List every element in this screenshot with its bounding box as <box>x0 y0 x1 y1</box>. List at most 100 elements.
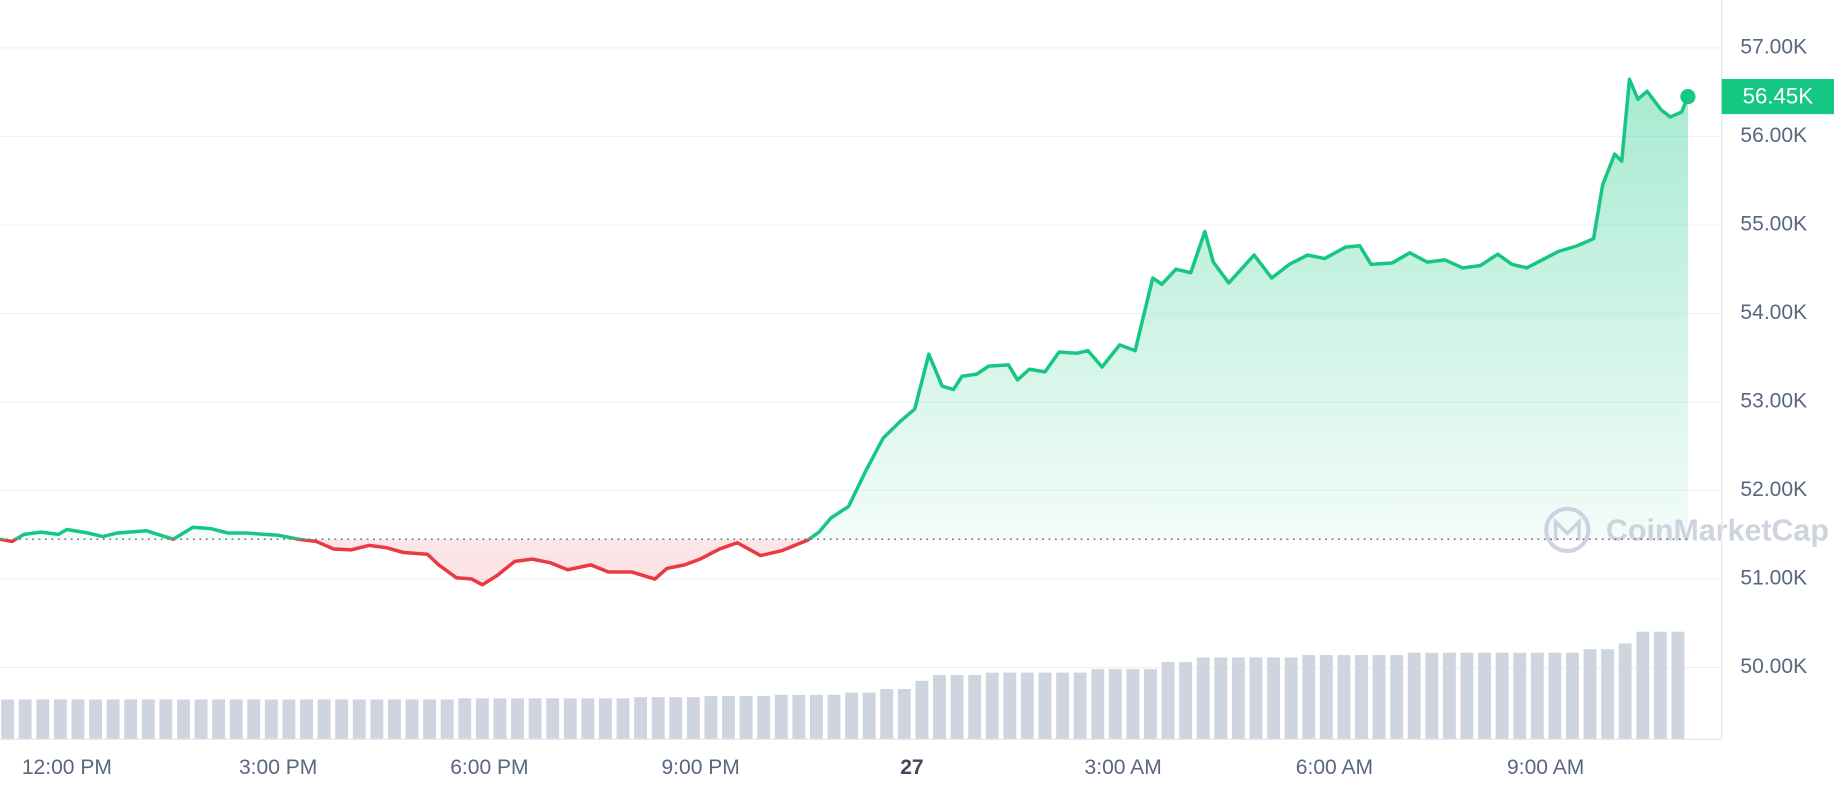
area-down <box>0 539 1688 585</box>
volume-bar <box>1302 655 1316 740</box>
volume-bar <box>651 697 665 740</box>
volume-bar <box>897 688 911 740</box>
volume-bar <box>809 694 823 740</box>
volume-bar <box>53 699 67 740</box>
volume-bar <box>335 699 349 740</box>
volume-bar <box>1355 655 1368 740</box>
x-tick-label: 3:00 AM <box>1085 756 1162 779</box>
volume-bar <box>1108 669 1122 740</box>
volume-bar <box>1460 652 1474 740</box>
volume-bar <box>1003 672 1017 740</box>
volume-bar <box>511 698 524 740</box>
volume-bar <box>18 699 32 740</box>
y-tick-label: 51.00K <box>1740 567 1807 590</box>
volume-bar <box>616 698 630 740</box>
lines <box>0 77 1696 587</box>
volume-bar <box>106 699 120 740</box>
volume-bar <box>722 696 735 740</box>
volume-bar <box>1214 657 1228 740</box>
volume-bar <box>212 699 226 740</box>
volume-bar <box>493 698 507 740</box>
y-tick-label: 54.00K <box>1740 301 1807 324</box>
y-tick-label: 53.00K <box>1740 390 1807 413</box>
volume-bar <box>704 696 718 740</box>
volume-bar <box>1020 672 1034 740</box>
area-up <box>0 79 1688 540</box>
y-tick-label: 56.00K <box>1740 124 1807 147</box>
volume-bar <box>1530 652 1544 740</box>
volume-bar <box>1091 669 1105 740</box>
volume-bar <box>1425 652 1439 740</box>
volume-bar <box>739 696 753 740</box>
volume-bar <box>282 699 296 740</box>
volume-bar <box>1671 631 1685 740</box>
watermark-text: CoinMarketCap <box>1606 513 1829 547</box>
volume-bar <box>1267 657 1281 740</box>
labels: 50.00K 51.00K 52.00K 53.00K 54.00K 55.00K 56.0… <box>22 35 1834 779</box>
volume-bar <box>1249 657 1263 740</box>
volume-bar <box>933 674 946 740</box>
volume-bar <box>300 699 313 740</box>
volume-bar <box>1056 672 1070 740</box>
volume-bar <box>634 697 648 740</box>
volume-bar <box>247 699 261 740</box>
volume-bar <box>845 692 859 740</box>
volume-bar <box>1284 657 1298 740</box>
watermark-logo-mark <box>1553 517 1581 541</box>
volume-bar <box>774 694 788 740</box>
volume-bar <box>1337 655 1351 740</box>
volume-bar <box>968 674 982 740</box>
volume-bar <box>669 697 683 740</box>
watermark-logo <box>1544 506 1591 554</box>
volume-bar <box>71 699 85 740</box>
volume-bar <box>581 698 595 740</box>
volume-bar <box>792 694 806 740</box>
volume-bar <box>317 699 331 740</box>
x-tick-label: 3:00 PM <box>239 756 317 779</box>
volume-bar <box>1566 652 1579 740</box>
volume-bar <box>1319 655 1333 740</box>
volume-bar <box>1179 662 1193 740</box>
y-tick-label: 50.00K <box>1740 655 1807 678</box>
x-tick-label: 12:00 PM <box>22 756 112 779</box>
volume-bar <box>475 698 489 740</box>
volume-bar <box>1038 672 1052 740</box>
volume-bar <box>1442 652 1456 740</box>
volume-bar <box>1513 652 1527 740</box>
volume-bar <box>89 699 102 740</box>
volume-bar <box>1126 669 1140 740</box>
x-tick-label: 6:00 PM <box>450 756 528 779</box>
last-point <box>1680 88 1696 105</box>
x-tick-label: 9:00 AM <box>1507 756 1584 779</box>
volume-bar <box>370 699 384 740</box>
volume-bar <box>757 696 771 740</box>
volume-bar <box>264 699 278 740</box>
volume-bar <box>1583 649 1597 740</box>
x-tick-label: 6:00 AM <box>1296 756 1373 779</box>
volume-bar <box>1618 643 1632 740</box>
volume-bar <box>423 699 437 740</box>
price-line-up <box>0 77 1690 540</box>
volume-bar <box>1 699 15 740</box>
volume-bar <box>1372 655 1386 740</box>
volume-bar <box>1390 655 1404 740</box>
volume-bar <box>440 699 454 740</box>
volume-bar <box>352 699 366 740</box>
volume-bar <box>1073 672 1087 740</box>
volume-bar <box>1601 649 1615 740</box>
volume-bar <box>862 692 876 740</box>
price-line-down <box>0 539 812 587</box>
volume-bar <box>1407 652 1421 740</box>
volume-bar <box>1231 657 1245 740</box>
price-tag-label: 56.45K <box>1743 84 1814 109</box>
volume-bar <box>405 699 419 740</box>
volume-bar <box>458 698 472 740</box>
volume-bar <box>546 698 560 740</box>
volume-bar <box>1636 631 1650 740</box>
volume-bar <box>880 688 894 740</box>
volume-bar <box>985 672 999 740</box>
y-tick-label: 55.00K <box>1740 213 1807 236</box>
watermark: CoinMarketCap <box>1544 506 1829 554</box>
